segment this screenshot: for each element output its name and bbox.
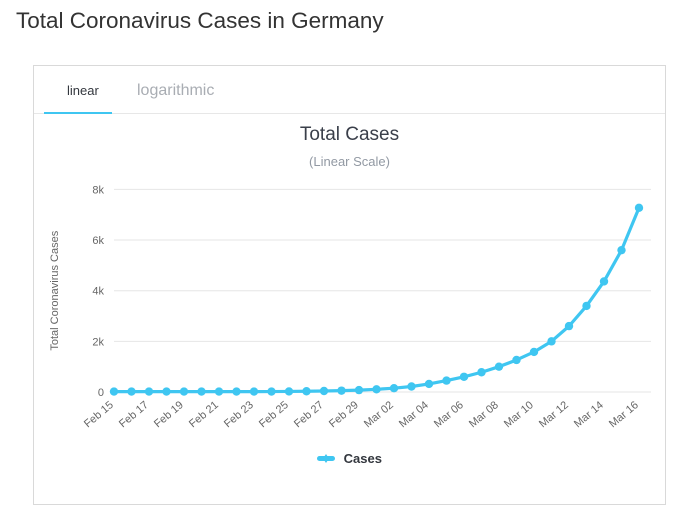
svg-text:Mar 02: Mar 02 bbox=[362, 399, 396, 430]
svg-text:8k: 8k bbox=[92, 184, 104, 196]
svg-text:6k: 6k bbox=[92, 235, 104, 247]
svg-text:Mar 08: Mar 08 bbox=[467, 399, 501, 430]
svg-text:Feb 29: Feb 29 bbox=[327, 399, 361, 430]
svg-text:Feb 21: Feb 21 bbox=[187, 399, 221, 430]
svg-text:Mar 16: Mar 16 bbox=[607, 399, 641, 430]
svg-text:Feb 27: Feb 27 bbox=[292, 399, 326, 430]
svg-text:Mar 06: Mar 06 bbox=[432, 399, 466, 430]
svg-text:Mar 04: Mar 04 bbox=[397, 399, 431, 430]
svg-text:Mar 14: Mar 14 bbox=[572, 399, 606, 430]
svg-text:Feb 15: Feb 15 bbox=[82, 399, 116, 430]
svg-text:2k: 2k bbox=[92, 336, 104, 348]
svg-text:Total Coronavirus Cases: Total Coronavirus Cases bbox=[49, 230, 61, 350]
svg-text:Feb 17: Feb 17 bbox=[117, 399, 151, 430]
svg-text:Mar 10: Mar 10 bbox=[502, 399, 536, 430]
svg-text:4k: 4k bbox=[92, 286, 104, 298]
svg-text:Mar 12: Mar 12 bbox=[537, 399, 571, 430]
svg-text:Feb 19: Feb 19 bbox=[152, 399, 186, 430]
svg-text:Feb 25: Feb 25 bbox=[257, 399, 291, 430]
svg-text:Feb 23: Feb 23 bbox=[222, 399, 256, 430]
svg-text:0: 0 bbox=[98, 387, 104, 399]
